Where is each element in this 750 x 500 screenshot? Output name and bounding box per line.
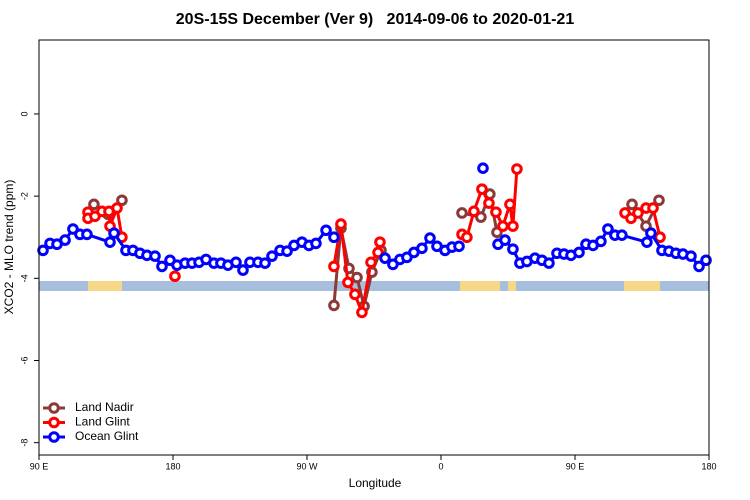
data-point: [111, 202, 123, 214]
legend-label: Land Nadir: [75, 400, 134, 414]
data-point: [647, 202, 659, 214]
data-point: [356, 306, 368, 319]
data-point: [602, 223, 614, 235]
data-point: [149, 250, 161, 262]
x-tick-label: 0: [438, 461, 443, 471]
data-point: [351, 271, 363, 284]
data-point: [507, 243, 519, 255]
y-tick-label: -2: [19, 192, 29, 200]
legend-label: Ocean Glint: [75, 429, 139, 443]
land-patch: [460, 281, 500, 291]
data-point: [156, 260, 168, 273]
plot-frame: [38, 39, 710, 456]
data-point: [645, 227, 657, 239]
data-point: [67, 223, 79, 235]
data-point: [328, 299, 340, 312]
data-point: [507, 220, 519, 232]
data-point: [595, 235, 607, 248]
x-tick-label: 90 W: [296, 461, 318, 471]
data-point: [335, 218, 347, 230]
data-point: [626, 198, 638, 211]
data-point: [632, 207, 644, 219]
data-point: [328, 260, 340, 273]
y-tick-label: -8: [19, 439, 29, 447]
x-tick-label: 90 E: [30, 461, 49, 471]
ocean-band: [39, 281, 709, 291]
data-point: [685, 250, 697, 262]
data-point: [476, 183, 488, 195]
data-point: [374, 236, 386, 248]
data-point: [511, 163, 523, 175]
data-point: [641, 236, 653, 248]
data-point: [320, 224, 332, 237]
data-point: [625, 212, 637, 225]
data-point: [424, 232, 436, 244]
data-point: [230, 256, 242, 269]
data-point: [310, 237, 322, 250]
legend-label: Land Glint: [75, 415, 130, 429]
data-point: [237, 264, 249, 276]
data-point: [504, 198, 516, 211]
data-point: [281, 245, 293, 257]
legend-swatch-marker: [48, 416, 60, 429]
legend-swatch-marker: [48, 431, 60, 443]
y-axis-label: XCO2 - MLO trend (ppm): [2, 180, 16, 315]
data-point: [497, 220, 509, 232]
land-patch: [624, 281, 660, 291]
data-point: [328, 231, 340, 244]
chart-title: 20S-15S December (Ver 9) 2014-09-06 to 2…: [176, 11, 575, 28]
data-point: [266, 250, 278, 262]
data-point: [104, 236, 116, 248]
y-tick-label: 0: [19, 111, 29, 116]
x-tick-label: 180: [701, 461, 716, 471]
data-point: [453, 240, 465, 253]
data-point: [59, 234, 71, 246]
plot-area: [37, 162, 712, 319]
data-point: [468, 205, 480, 218]
data-point: [456, 207, 468, 219]
land-ocean-band: [39, 281, 709, 291]
data-point: [81, 228, 93, 241]
data-point: [475, 211, 487, 223]
y-tick-label: -6: [19, 356, 29, 364]
data-point: [543, 257, 555, 269]
data-point: [654, 231, 666, 244]
data-point: [573, 246, 585, 259]
data-point: [499, 234, 511, 246]
x-tick-label: 90 E: [566, 461, 585, 471]
y-tick-label: -4: [19, 274, 29, 282]
data-point: [342, 276, 354, 289]
data-point: [700, 254, 712, 267]
data-point: [616, 229, 628, 241]
data-point: [169, 270, 181, 283]
data-point: [461, 231, 473, 244]
data-point: [379, 252, 391, 264]
data-point: [490, 206, 502, 218]
data-point: [416, 242, 428, 255]
data-point: [653, 194, 665, 207]
data-point: [108, 227, 120, 239]
land-patch: [88, 281, 122, 291]
data-point: [88, 198, 100, 211]
data-point: [259, 257, 271, 269]
data-point: [349, 288, 361, 301]
data-point: [372, 246, 384, 259]
x-axis-label: Longitude: [349, 476, 402, 490]
legend-swatch-marker: [48, 402, 60, 414]
data-point: [365, 256, 377, 269]
data-point: [483, 197, 495, 209]
data-point: [477, 162, 489, 174]
x-tick-label: 180: [165, 461, 180, 471]
data-point: [116, 194, 128, 207]
land-patch: [508, 281, 516, 291]
data-point: [693, 260, 705, 273]
